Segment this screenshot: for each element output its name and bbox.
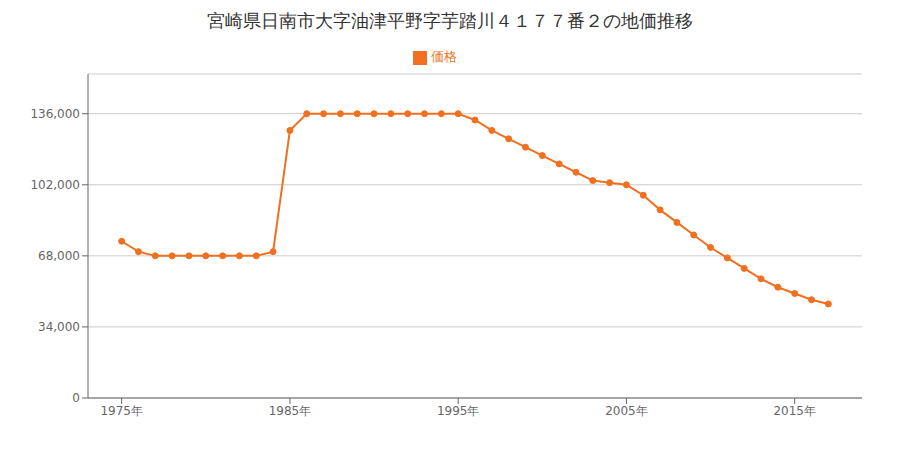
svg-text:1975年: 1975年: [100, 404, 143, 418]
svg-text:34,000: 34,000: [38, 320, 80, 334]
html-text:価格: 価格: [431, 49, 457, 64]
html-text:宮崎県日南市大字油津平野字芋踏川４１７７番２の地価推移: 宮崎県日南市大字油津平野字芋踏川４１７７番２の地価推移: [207, 10, 693, 31]
svg-text:2015年: 2015年: [773, 404, 816, 418]
svg-text:136,000: 136,000: [30, 107, 80, 121]
svg-text:0: 0: [72, 391, 80, 405]
svg-text:102,000: 102,000: [30, 178, 80, 192]
svg-text:2005年: 2005年: [605, 404, 648, 418]
svg-text:68,000: 68,000: [38, 249, 80, 263]
svg-text:1995年: 1995年: [437, 404, 480, 418]
svg-text:1985年: 1985年: [269, 404, 312, 418]
